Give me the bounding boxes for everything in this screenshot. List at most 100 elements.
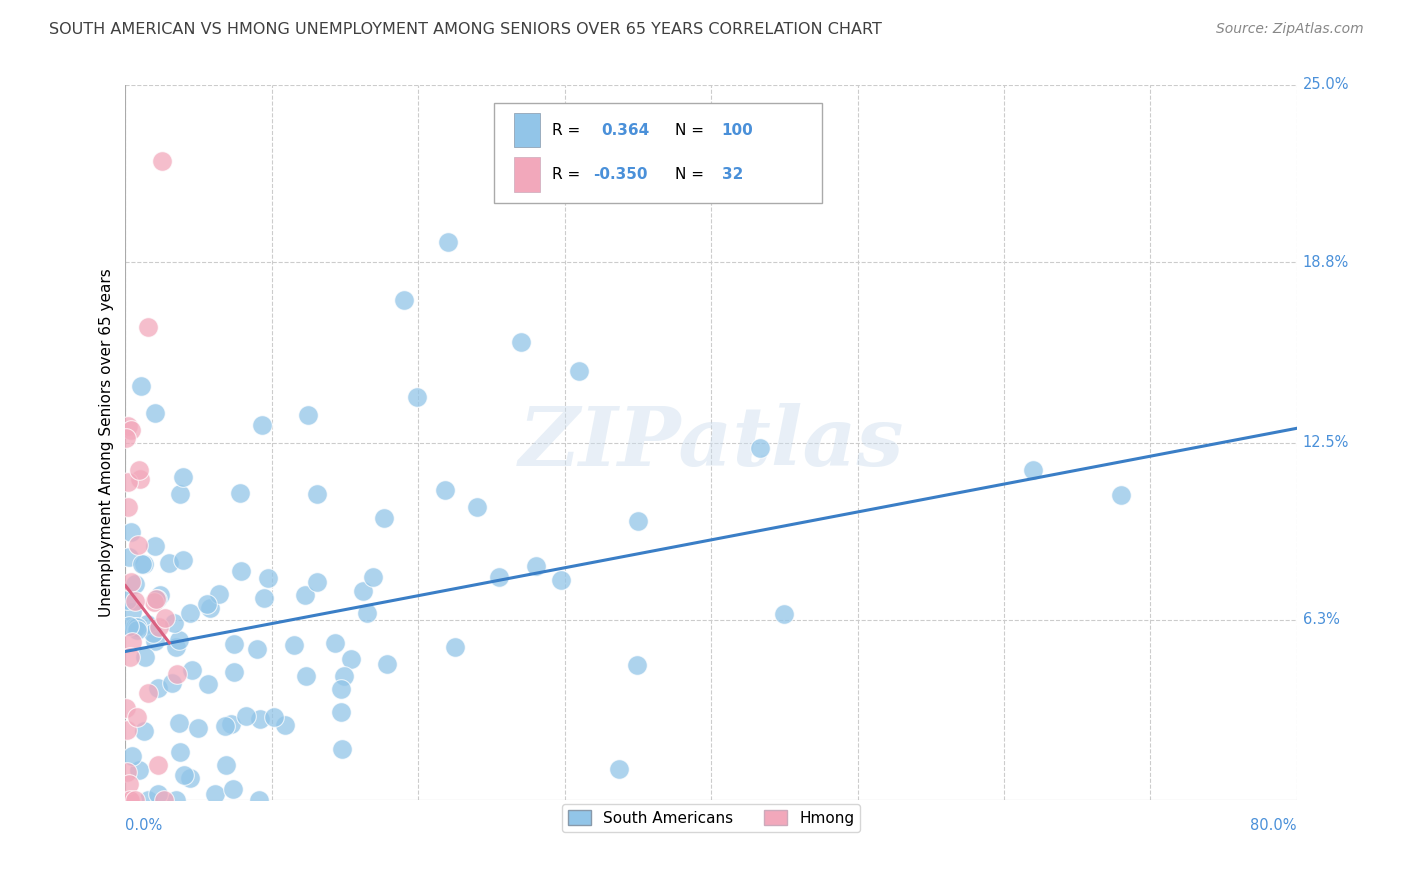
FancyBboxPatch shape [515, 157, 540, 192]
Text: N =: N = [675, 122, 704, 137]
Point [297, 408, 319, 422]
Text: SOUTH AMERICAN VS HMONG UNEMPLOYMENT AMONG SENIORS OVER 65 YEARS CORRELATION CHA: SOUTH AMERICAN VS HMONG UNEMPLOYMENT AMO… [49, 22, 882, 37]
Point [118, 793, 141, 807]
Point [333, 669, 356, 683]
Point [136, 793, 159, 807]
Point [392, 293, 415, 307]
Point [127, 538, 149, 552]
Point [214, 757, 236, 772]
Point [222, 781, 245, 796]
Point [405, 391, 427, 405]
Point [163, 615, 186, 630]
Point [129, 472, 152, 486]
Y-axis label: Unemployment Among Seniors over 65 years: Unemployment Among Seniors over 65 years [100, 268, 114, 617]
Point [128, 763, 150, 777]
Point [356, 606, 378, 620]
Point [247, 793, 270, 807]
Point [143, 633, 166, 648]
Point [117, 475, 139, 489]
Point [361, 569, 384, 583]
Point [136, 320, 159, 334]
Point [172, 470, 194, 484]
Point [143, 595, 166, 609]
Point [550, 573, 572, 587]
Point [773, 607, 796, 622]
Point [488, 570, 510, 584]
Point [129, 379, 152, 393]
Point [115, 593, 138, 607]
Point [200, 600, 222, 615]
Point [121, 748, 143, 763]
Point [263, 710, 285, 724]
Text: 80.0%: 80.0% [1250, 818, 1296, 833]
Point [568, 364, 591, 378]
Point [179, 772, 201, 786]
Point [330, 705, 353, 719]
Point [169, 746, 191, 760]
Point [339, 652, 361, 666]
Point [128, 463, 150, 477]
Point [1022, 463, 1045, 477]
Text: 100: 100 [721, 122, 754, 137]
Point [165, 793, 187, 807]
Text: 25.0%: 25.0% [1303, 78, 1350, 93]
Point [253, 591, 276, 605]
Point [246, 642, 269, 657]
Point [436, 235, 458, 250]
Point [142, 625, 165, 640]
Point [117, 419, 139, 434]
Point [134, 650, 156, 665]
Point [145, 591, 167, 606]
Point [118, 649, 141, 664]
Point [160, 676, 183, 690]
Point [186, 721, 208, 735]
Text: 18.8%: 18.8% [1303, 255, 1348, 270]
Point [166, 667, 188, 681]
Text: 32: 32 [721, 167, 744, 182]
Point [117, 549, 139, 564]
Point [641, 178, 664, 192]
Point [120, 423, 142, 437]
Point [146, 788, 169, 802]
Point [115, 723, 138, 738]
Point [224, 665, 246, 679]
Point [167, 633, 190, 648]
Point [121, 605, 143, 619]
Point [125, 710, 148, 724]
Point [627, 514, 650, 528]
Point [749, 441, 772, 455]
Point [283, 638, 305, 652]
Point [179, 606, 201, 620]
Text: 12.5%: 12.5% [1303, 435, 1350, 450]
Point [352, 583, 374, 598]
Point [125, 623, 148, 637]
Point [131, 557, 153, 571]
Point [235, 708, 257, 723]
Point [222, 637, 245, 651]
Point [155, 611, 177, 625]
Point [146, 757, 169, 772]
Text: N =: N = [675, 167, 704, 182]
Text: 0.0%: 0.0% [125, 818, 163, 833]
Point [607, 762, 630, 776]
Point [134, 557, 156, 571]
Point [214, 719, 236, 733]
Point [294, 588, 316, 602]
Point [115, 431, 138, 445]
Point [204, 787, 226, 801]
Point [524, 559, 547, 574]
Point [373, 511, 395, 525]
Text: R =: R = [553, 167, 581, 182]
Text: Source: ZipAtlas.com: Source: ZipAtlas.com [1216, 22, 1364, 37]
Point [195, 597, 218, 611]
Point [118, 619, 141, 633]
Point [231, 564, 253, 578]
Legend: South Americans, Hmong: South Americans, Hmong [562, 804, 860, 832]
Point [120, 524, 142, 539]
Point [323, 636, 346, 650]
Point [149, 588, 172, 602]
Point [157, 556, 180, 570]
Text: -0.350: -0.350 [593, 167, 647, 182]
Point [509, 335, 531, 350]
Point [117, 793, 139, 807]
